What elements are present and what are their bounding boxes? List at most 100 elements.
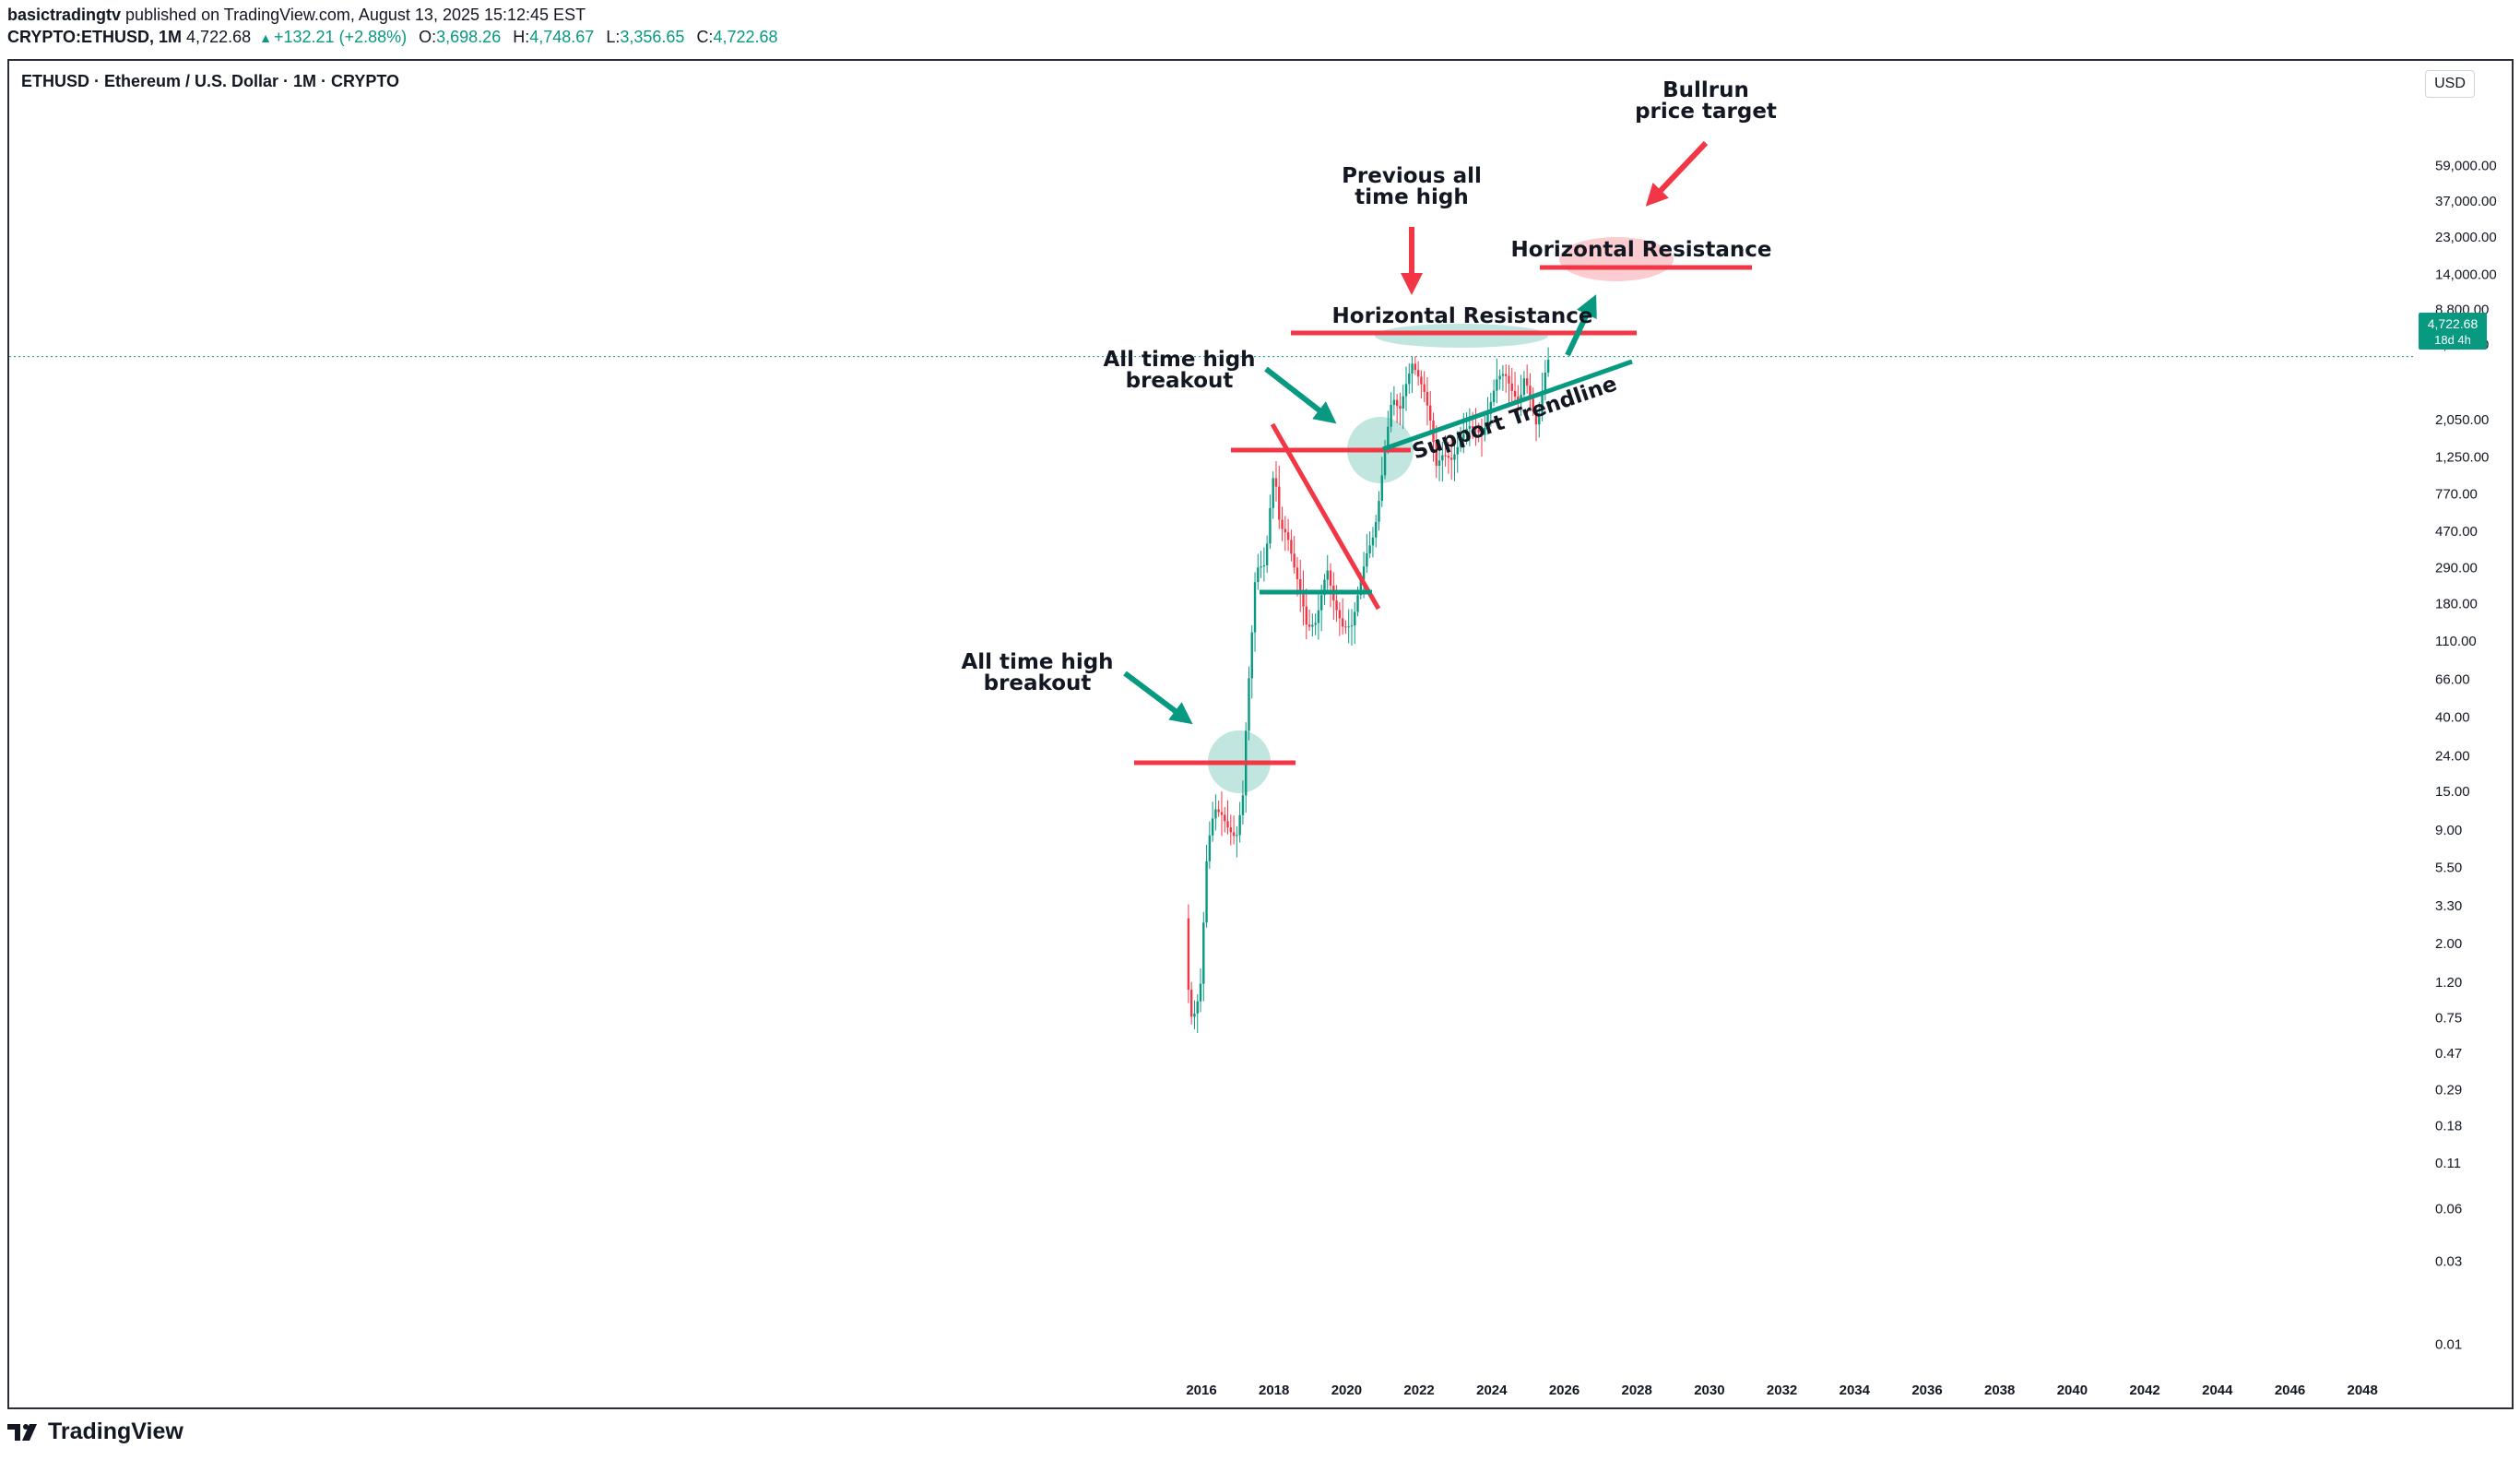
candle-up	[1522, 378, 1526, 396]
candle-down	[1395, 399, 1399, 407]
candle-up	[1441, 455, 1444, 461]
candle-up	[1347, 626, 1350, 628]
candle-up	[1260, 566, 1262, 568]
candle-up	[1541, 392, 1544, 416]
y-tick-label: 0.11	[2435, 1156, 2461, 1171]
candle-up	[1248, 678, 1250, 731]
y-tick-label: 0.47	[2435, 1046, 2462, 1062]
candle-down	[1426, 391, 1429, 406]
candle-up	[1311, 624, 1314, 627]
y-tick-label: 66.00	[2435, 672, 2470, 688]
x-tick-label: 2034	[1840, 1383, 1871, 1398]
candle-down	[1399, 406, 1402, 409]
resistance-highlight	[1375, 324, 1548, 348]
candle-up	[1208, 835, 1212, 861]
candle-down	[1335, 600, 1338, 611]
y-tick-label: 14,000.00	[2435, 267, 2497, 283]
support-trendline	[1382, 359, 1633, 452]
candle-up	[1380, 475, 1383, 502]
x-tick-label: 2032	[1767, 1383, 1797, 1398]
candle-down	[1286, 532, 1290, 540]
y-tick-label: 1.20	[2435, 975, 2462, 991]
publish-info: basictradingtv published on TradingView.…	[7, 6, 586, 25]
candle-up	[1236, 835, 1238, 837]
candle-down	[1274, 478, 1278, 487]
price-badge-countdown: 18d 4h	[2434, 333, 2471, 347]
candle-up	[1362, 566, 1366, 580]
candle-down	[1299, 579, 1302, 591]
candle-up	[1211, 818, 1214, 836]
candle-down	[1290, 540, 1293, 554]
candle-up	[1241, 795, 1245, 815]
arrow-bullrun	[1645, 140, 1709, 207]
candle-up	[1492, 390, 1496, 402]
candle-down	[1429, 405, 1432, 421]
candle-up	[1265, 543, 1269, 566]
price-change: +132.21 (+2.88%)	[274, 28, 408, 46]
candle-up	[1387, 426, 1390, 449]
candle-up	[1371, 537, 1375, 546]
time-axis[interactable]: 2016 2018 2020 2022 2024 2026 2028 2030 2032 2034…	[1186, 1383, 2378, 1398]
price-badge	[2419, 313, 2487, 350]
candle-down	[1480, 432, 1484, 435]
candle-up	[1437, 460, 1441, 466]
x-tick-label: 2036	[1911, 1383, 1942, 1398]
y-tick-label: 2.00	[2435, 936, 2462, 952]
x-tick-label: 2040	[2057, 1383, 2088, 1398]
candle-down	[1220, 812, 1224, 815]
y-tick-label: 290.00	[2435, 560, 2478, 576]
candle-up	[1375, 521, 1378, 538]
x-tick-label: 2024	[1476, 1383, 1508, 1398]
candle-down	[1508, 375, 1510, 384]
x-tick-label: 2044	[2202, 1383, 2233, 1398]
candle-down	[1474, 427, 1477, 430]
y-tick-label: 1,250.00	[2435, 450, 2489, 466]
arrow-breakout-target	[1565, 294, 1597, 357]
y-tick-label: 180.00	[2435, 596, 2478, 611]
high-value: 4,748.67	[529, 28, 595, 46]
annotation-ath-breakout-2-line1: All time high	[1103, 348, 1255, 372]
tradingview-logo[interactable]: TradingView	[7, 1418, 183, 1445]
currency-button[interactable]: USD	[2425, 70, 2475, 98]
annotation-horizontal-resistance-1: Horizontal Resistance	[1332, 304, 1593, 328]
candle-down	[1229, 827, 1233, 833]
low-value: 3,356.65	[620, 28, 685, 46]
candle-up	[1453, 454, 1456, 460]
y-tick-label: 110.00	[2435, 634, 2477, 649]
author-name[interactable]: basictradingtv	[7, 6, 122, 24]
y-tick-label: 2,050.00	[2435, 412, 2489, 428]
y-tick-label: 470.00	[2435, 524, 2478, 540]
candle-up	[1462, 433, 1465, 440]
annotation-ath-breakout-2-line2: breakout	[1126, 369, 1234, 393]
candle-up	[1468, 426, 1472, 429]
candle-down	[1444, 455, 1447, 457]
candle-up	[1402, 396, 1404, 409]
candle-up	[1326, 570, 1329, 580]
candle-down	[1510, 383, 1513, 391]
y-tick-label: 0.03	[2435, 1253, 2462, 1269]
x-tick-label: 2048	[2348, 1383, 2378, 1398]
candle-up	[1489, 401, 1493, 414]
candle-down	[1307, 624, 1311, 627]
annotation-bullrun-line1: Bullrun	[1662, 78, 1749, 102]
annotation-prev-ath-line1: Previous all	[1342, 164, 1482, 188]
annotation-horizontal-resistance-2: Horizontal Resistance	[1511, 238, 1772, 262]
candle-down	[1529, 386, 1532, 399]
candle-up	[1378, 501, 1380, 522]
candle-down	[1534, 411, 1538, 425]
candle-up	[1202, 922, 1205, 984]
candle-up	[1257, 567, 1260, 583]
candle-down	[1187, 918, 1190, 991]
candle-up	[1496, 379, 1498, 391]
candle-up	[1546, 360, 1550, 373]
price-axis[interactable]: 59,000.0037,000.0023,000.0014,000.008,80…	[2435, 159, 2497, 1353]
target-highlight	[1559, 237, 1674, 281]
candle-up	[1404, 384, 1408, 397]
y-tick-label: 0.01	[2435, 1336, 2462, 1352]
candle-up	[1253, 582, 1257, 633]
arrow-breakout-1	[1123, 671, 1193, 725]
candle-down	[1293, 553, 1295, 568]
candle-up	[1538, 415, 1541, 425]
candle-down	[1226, 821, 1229, 828]
